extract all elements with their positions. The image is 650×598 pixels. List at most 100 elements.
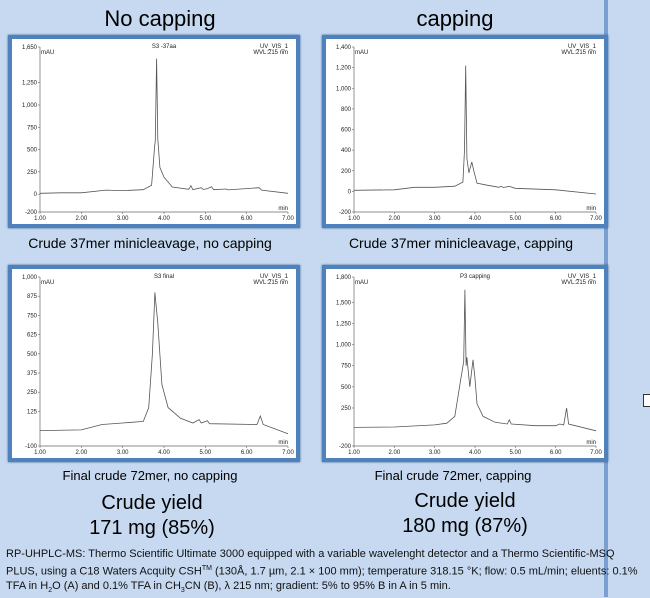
x-axis-label: min [586,206,596,212]
y-tick-label: -200 [339,444,352,450]
yield-value: 180 mg (87%) [402,515,528,537]
channel-label: UV_VIS_1 [568,274,597,280]
footnote-text: O (A) and 0.1% TFA in CH [52,579,181,592]
x-tick-label: 4.00 [469,216,481,222]
x-tick-label: 7.00 [590,216,602,222]
y-tick-label: 500 [27,148,38,154]
y-tick-label: 200 [341,169,352,175]
y-axis-label: mAU [41,280,54,286]
x-tick-label: 4.00 [469,450,481,456]
yield-capping: Crude yield 180 mg (87%) [355,489,575,539]
y-tick-label: 1,200 [336,66,352,72]
y-tick-label: 800 [341,107,352,113]
chromatogram-trace [39,292,289,435]
y-tick-label: 250 [341,406,352,412]
chromatogram-trace [353,289,597,432]
x-tick-label: 6.00 [241,450,253,456]
yield-no-capping: Crude yield 171 mg (85%) [42,491,262,541]
caption-72mer-capping: Final crude 72mer, capping [374,468,532,483]
channel-label: UV_VIS_1 [568,44,597,50]
x-tick-label: 1.00 [34,450,46,456]
x-tick-label: 1.00 [34,216,46,222]
y-tick-label: 500 [341,385,352,391]
y-axis-label: mAU [355,280,368,286]
y-tick-label: 1,000 [22,275,38,281]
x-tick-label: 6.00 [241,216,253,222]
x-tick-label: 5.00 [199,450,211,456]
caption-37mer-no-capping: Crude 37mer minicleavage, no capping [28,235,272,251]
y-tick-label: 750 [341,364,352,370]
y-tick-label: 1,800 [336,275,352,281]
yield-value: 171 mg (85%) [89,517,215,539]
x-tick-label: 3.00 [429,450,441,456]
y-tick-label: 600 [341,128,352,134]
caption-72mer-no-capping: Final crude 72mer, no capping [62,468,238,483]
x-tick-label: 5.00 [509,216,521,222]
x-tick-label: 1.00 [348,450,360,456]
x-tick-label: 4.00 [158,216,170,222]
y-tick-label: 250 [27,170,38,176]
channel-label: UV_VIS_1 [260,44,289,50]
y-tick-label: -100 [25,444,38,450]
wavelength-label: WVL:215 nm [561,50,596,56]
x-tick-label: 4.00 [158,450,170,456]
wavelength-label: WVL:215 nm [561,280,596,286]
x-tick-label: 1.00 [348,216,360,222]
chromatogram-trace [353,65,597,195]
chromatogram-37mer-capping: -200 0 200 400 600 800 1,000 1,200 1,400 1.00 2.00… [322,35,608,228]
chromatogram-72mer-capping: -200 250 500 750 1,000 1,250 1,500 1,800 1.00 2.0… [322,265,608,462]
x-tick-label: 2.00 [388,450,400,456]
chromatogram-72mer-no-capping: -100 125 250 375 500 625 750 875 1,000 1.00 2.00 3.… [8,265,300,462]
caption-37mer-capping: Crude 37mer minicleavage, capping [348,235,574,251]
x-tick-label: 7.00 [282,216,294,222]
chart-title: P3 capping [460,274,490,280]
x-axis-label: min [278,440,288,446]
x-tick-label: 6.00 [550,450,562,456]
x-tick-label: 5.00 [509,450,521,456]
footnote-text: CN (B), λ 215 nm; gradient: 5% to 95% B … [184,579,451,592]
wavelength-label: WVL:215 nm [253,50,288,56]
x-tick-label: 3.00 [117,450,129,456]
y-tick-label: 750 [27,125,38,131]
y-tick-label: 1,500 [336,300,352,306]
chart-title: S3 -37aa [152,44,177,50]
x-tick-label: 7.00 [282,450,294,456]
y-axis-label: mAU [355,50,368,56]
y-tick-label: 400 [341,148,352,154]
y-tick-label: 375 [27,371,38,377]
y-tick-label: 1,000 [22,103,38,109]
x-axis-label: min [278,206,288,212]
y-axis-label: mAU [41,50,54,56]
x-tick-label: 3.00 [429,216,441,222]
x-tick-label: 2.00 [75,216,87,222]
y-tick-label: 0 [34,192,38,198]
y-tick-label: 1,650 [22,45,38,51]
y-tick-label: 625 [27,333,38,339]
x-axis-label: min [586,440,596,446]
footnote-sup: TM [201,564,212,572]
y-tick-label: 125 [27,409,38,415]
y-tick-label: 875 [27,294,38,300]
y-tick-label: 1,000 [336,343,352,349]
footnote-text: (130Å, 1.7 µm, 2.1 × 100 mm); temperatur… [6,565,638,592]
y-tick-label: 0 [348,189,352,195]
heading-capping: capping [416,6,494,31]
footnote-sub: 2 [48,586,53,594]
footnote-text: RP-UHPLC-MS: Thermo Scientific Ultimate … [6,548,615,578]
channel-label: UV_VIS_1 [260,274,289,280]
footnote-sub: 3 [180,586,185,594]
heading-no-capping: No capping [104,6,216,31]
y-tick-label: 250 [27,390,38,396]
y-tick-label: 1,000 [336,86,352,92]
y-tick-label: 500 [27,352,38,358]
paste-options-icon[interactable] [643,394,650,407]
x-tick-label: 2.00 [388,216,400,222]
y-tick-label: 1,250 [336,321,352,327]
y-tick-label: -200 [339,210,352,216]
chromatogram-37mer-no-capping: -200 0 250 500 750 1,000 1,250 1,650 1.00 2.00 3.0… [8,35,300,228]
yield-label: Crude yield [414,490,516,512]
x-tick-label: 6.00 [550,216,562,222]
chart-title: S3 final [154,274,174,280]
yield-label: Crude yield [101,492,203,514]
y-tick-label: 750 [27,313,38,319]
